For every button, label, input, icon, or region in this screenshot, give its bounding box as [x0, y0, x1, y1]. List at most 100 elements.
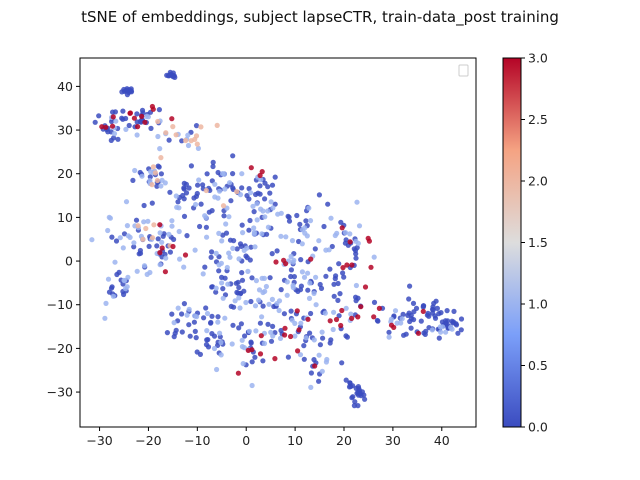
scatter-point: [356, 223, 363, 229]
scatter-point: [200, 182, 206, 188]
scatter-point: [228, 303, 234, 309]
scatter-point: [458, 316, 465, 322]
scatter-point: [112, 259, 118, 265]
scatter-point: [301, 356, 307, 362]
scatter-point: [215, 314, 221, 320]
scatter-point: [174, 204, 180, 210]
scatter-point: [204, 171, 210, 177]
scatter-point: [317, 342, 323, 348]
scatter-point: [179, 329, 185, 335]
scatter-point: [195, 145, 201, 151]
scatter-point: [179, 138, 185, 144]
scatter-point: [139, 107, 146, 113]
scatter-point: [143, 225, 149, 232]
scatter-point: [239, 277, 246, 283]
scatter-point: [99, 124, 105, 130]
scatter-point: [230, 171, 236, 177]
scatter-point: [308, 370, 314, 376]
scatter-point: [194, 349, 200, 355]
scatter-point: [262, 180, 268, 186]
scatter-point: [221, 213, 227, 219]
scatter-point: [181, 196, 187, 202]
scatter-point: [358, 304, 364, 310]
scatter-point: [319, 329, 325, 335]
scatter-point: [327, 318, 333, 324]
scatter-point: [323, 273, 329, 279]
scatter-point: [348, 311, 354, 317]
scatter-point: [247, 257, 253, 263]
scatter-point: [169, 311, 175, 317]
scatter-point: [244, 193, 250, 199]
scatter-point: [230, 153, 236, 159]
scatter-point: [177, 256, 183, 262]
scatter-point: [328, 215, 334, 221]
scatter-point: [159, 245, 165, 251]
scatter-point: [132, 167, 138, 174]
scatter-point: [123, 199, 130, 205]
scatter-point: [157, 262, 163, 268]
scatter-point: [265, 184, 271, 190]
scatter-point: [147, 269, 153, 276]
scatter-point: [208, 319, 214, 326]
scatter-point: [253, 278, 259, 284]
scatter-point: [232, 298, 238, 304]
scatter-point: [220, 286, 226, 292]
scatter-point: [438, 329, 444, 335]
scatter-point: [265, 208, 271, 214]
scatter-point: [324, 356, 330, 363]
colorbar: [502, 57, 522, 428]
scatter-point: [218, 352, 224, 358]
scatter-point: [169, 218, 175, 224]
scatter-point: [227, 254, 233, 260]
scatter-point: [275, 211, 281, 217]
scatter-point: [365, 235, 371, 241]
scatter-point: [141, 202, 147, 209]
scatter-point: [371, 254, 377, 260]
scatter-point: [202, 213, 208, 219]
scatter-point: [235, 279, 241, 285]
scatter-point: [273, 259, 279, 265]
scatter-point: [347, 231, 353, 237]
scatter-point: [297, 352, 304, 358]
y-tick-label: −20: [47, 341, 73, 356]
scatter-point: [166, 73, 172, 79]
scatter-point: [123, 115, 129, 122]
scatter-point: [179, 311, 185, 317]
scatter-point: [299, 269, 305, 275]
scatter-point: [434, 305, 440, 311]
scatter-point: [284, 279, 290, 285]
scatter-point: [331, 281, 337, 287]
scatter-point: [191, 195, 197, 201]
x-tick-label: −20: [135, 433, 161, 448]
scatter-point: [406, 296, 412, 302]
scatter-point: [158, 171, 164, 177]
scatter-point: [142, 119, 148, 125]
scatter-point: [240, 230, 246, 236]
scatter-point: [213, 285, 219, 291]
scatter-point: [274, 301, 280, 307]
scatter-point: [141, 219, 147, 225]
scatter-point: [175, 199, 181, 205]
colorbar-tick-label: 0.5: [528, 358, 548, 373]
scatter-point: [303, 335, 309, 341]
scatter-point: [130, 177, 136, 183]
scatter-point: [216, 188, 223, 194]
scatter-point: [205, 337, 211, 343]
scatter-point: [183, 181, 189, 187]
scatter-point: [248, 298, 254, 305]
scatter-point: [150, 106, 156, 112]
scatter-point: [268, 199, 274, 205]
colorbar-tick-label: 2.0: [528, 174, 548, 189]
scatter-point: [248, 165, 254, 171]
scatter-point: [322, 310, 328, 316]
scatter-point: [281, 257, 287, 263]
scatter-point: [223, 230, 230, 236]
scatter-point: [227, 237, 234, 243]
scatter-point: [121, 278, 128, 284]
scatter-point: [204, 310, 211, 317]
scatter-point: [134, 268, 140, 274]
scatter-point: [186, 306, 192, 312]
scatter-point: [224, 264, 230, 271]
scatter-point: [354, 199, 360, 205]
